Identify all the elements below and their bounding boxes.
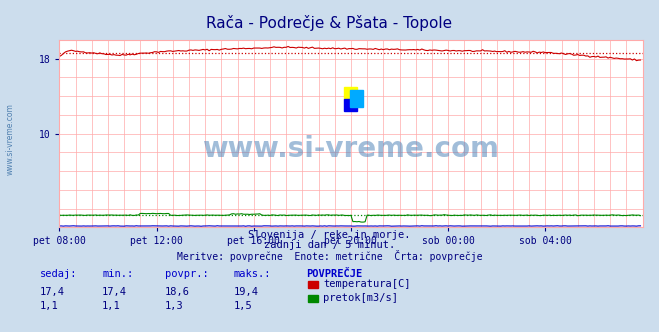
Text: Rača - Podrečje & Pšata - Topole: Rača - Podrečje & Pšata - Topole: [206, 15, 453, 31]
Text: www.si-vreme.com: www.si-vreme.com: [5, 104, 14, 175]
Text: POVPREČJE: POVPREČJE: [306, 269, 362, 279]
Bar: [344, 99, 357, 111]
Text: pretok[m3/s]: pretok[m3/s]: [323, 293, 398, 303]
Text: sedaj:: sedaj:: [40, 269, 77, 279]
Text: min.:: min.:: [102, 269, 133, 279]
Text: temperatura[C]: temperatura[C]: [323, 279, 411, 289]
Text: 1,5: 1,5: [234, 301, 252, 311]
Bar: [344, 87, 357, 99]
Text: 17,4: 17,4: [102, 287, 127, 297]
Text: 18,6: 18,6: [165, 287, 190, 297]
Text: 1,1: 1,1: [40, 301, 58, 311]
Text: 19,4: 19,4: [234, 287, 259, 297]
Text: Meritve: povprečne  Enote: metrične  Črta: povprečje: Meritve: povprečne Enote: metrične Črta:…: [177, 250, 482, 262]
Text: 17,4: 17,4: [40, 287, 65, 297]
Text: www.si-vreme.com: www.si-vreme.com: [202, 135, 500, 163]
Text: zadnji dan / 5 minut.: zadnji dan / 5 minut.: [264, 240, 395, 250]
Text: Slovenija / reke in morje.: Slovenija / reke in morje.: [248, 230, 411, 240]
Bar: [351, 90, 363, 108]
Text: maks.:: maks.:: [234, 269, 272, 279]
Text: povpr.:: povpr.:: [165, 269, 208, 279]
Text: 1,1: 1,1: [102, 301, 121, 311]
Text: 1,3: 1,3: [165, 301, 183, 311]
